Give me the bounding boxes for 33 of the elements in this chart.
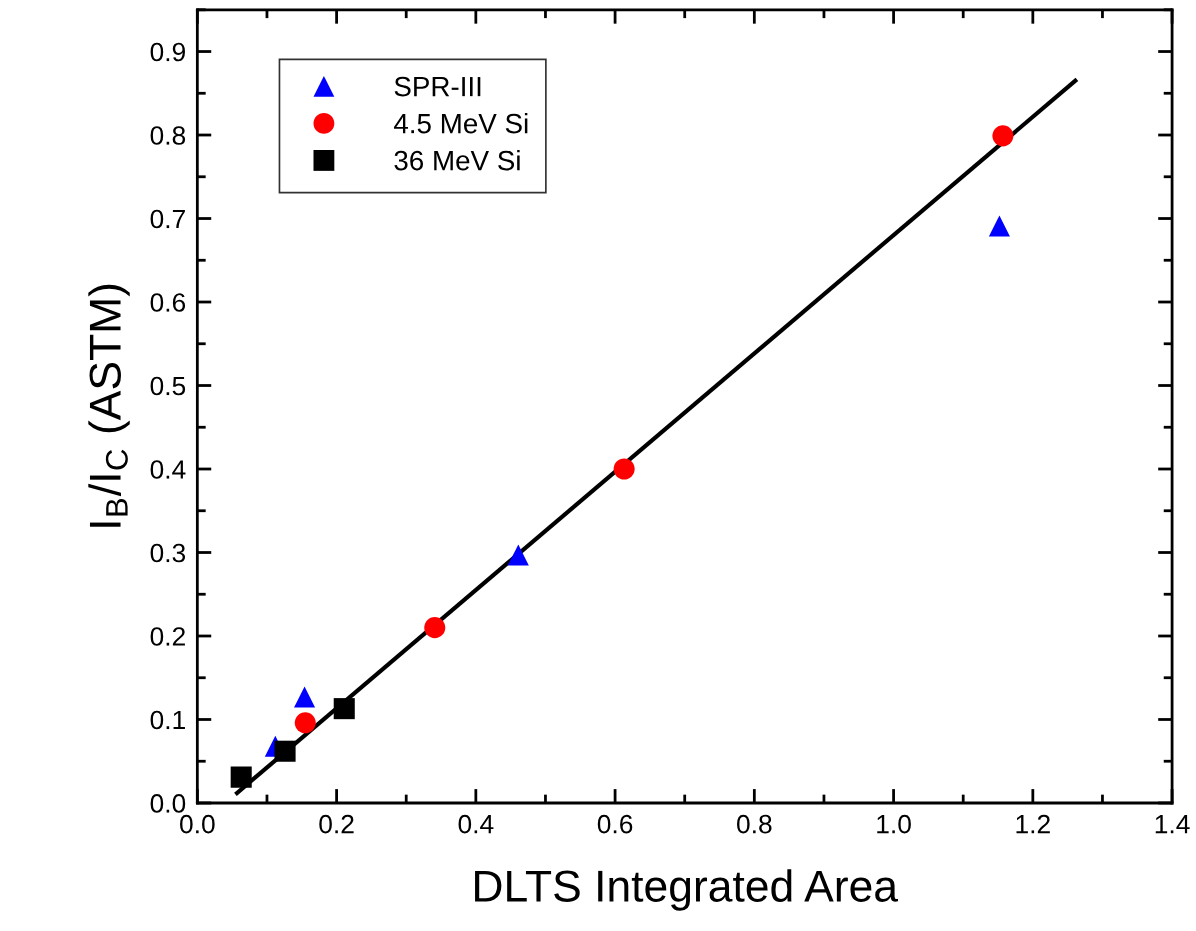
y-tick-label: 0.3 bbox=[150, 543, 186, 563]
y-tick-label: 0.6 bbox=[150, 293, 186, 312]
y-tick-label: 0.4 bbox=[150, 460, 186, 479]
point bbox=[992, 125, 1014, 147]
point bbox=[274, 740, 296, 762]
point bbox=[294, 686, 316, 708]
y-tick-label: 0.0 bbox=[150, 794, 186, 813]
legend-label: 4.5 MeV Si bbox=[393, 113, 528, 134]
y-tick-label: 0.8 bbox=[150, 126, 186, 145]
x-tick-label: 0.8 bbox=[737, 814, 772, 834]
legend-label: 36 MeV Si bbox=[394, 150, 520, 171]
point bbox=[613, 458, 635, 480]
point bbox=[230, 766, 252, 788]
y-tick-label: 0.2 bbox=[150, 627, 185, 646]
x-tick-label: 1.0 bbox=[877, 814, 911, 834]
x-tick-label: 0.6 bbox=[597, 814, 633, 834]
x-tick-label: 0.0 bbox=[180, 814, 215, 834]
y-tick-label: 0.7 bbox=[150, 209, 185, 229]
point bbox=[333, 698, 355, 720]
point bbox=[988, 215, 1010, 237]
y-tick-label: 0.9 bbox=[150, 42, 185, 62]
x-tick-label: 0.2 bbox=[319, 814, 354, 834]
y-tick-label: 0.1 bbox=[150, 710, 185, 730]
x-tick-label: 0.4 bbox=[458, 814, 494, 834]
point bbox=[294, 712, 316, 734]
x-tick-label: 1.2 bbox=[1016, 814, 1050, 834]
y-axis-title: I$_{B}$/I$_{C}$ (ASTM) bbox=[88, 284, 130, 527]
point bbox=[424, 617, 446, 639]
x-axis-title: DLTS Integrated Area bbox=[475, 869, 899, 911]
y-tick-label: 0.5 bbox=[150, 376, 186, 396]
legend-label: SPR-III bbox=[394, 76, 481, 97]
point bbox=[507, 544, 529, 566]
x-tick-label: 1.4 bbox=[1155, 815, 1190, 834]
